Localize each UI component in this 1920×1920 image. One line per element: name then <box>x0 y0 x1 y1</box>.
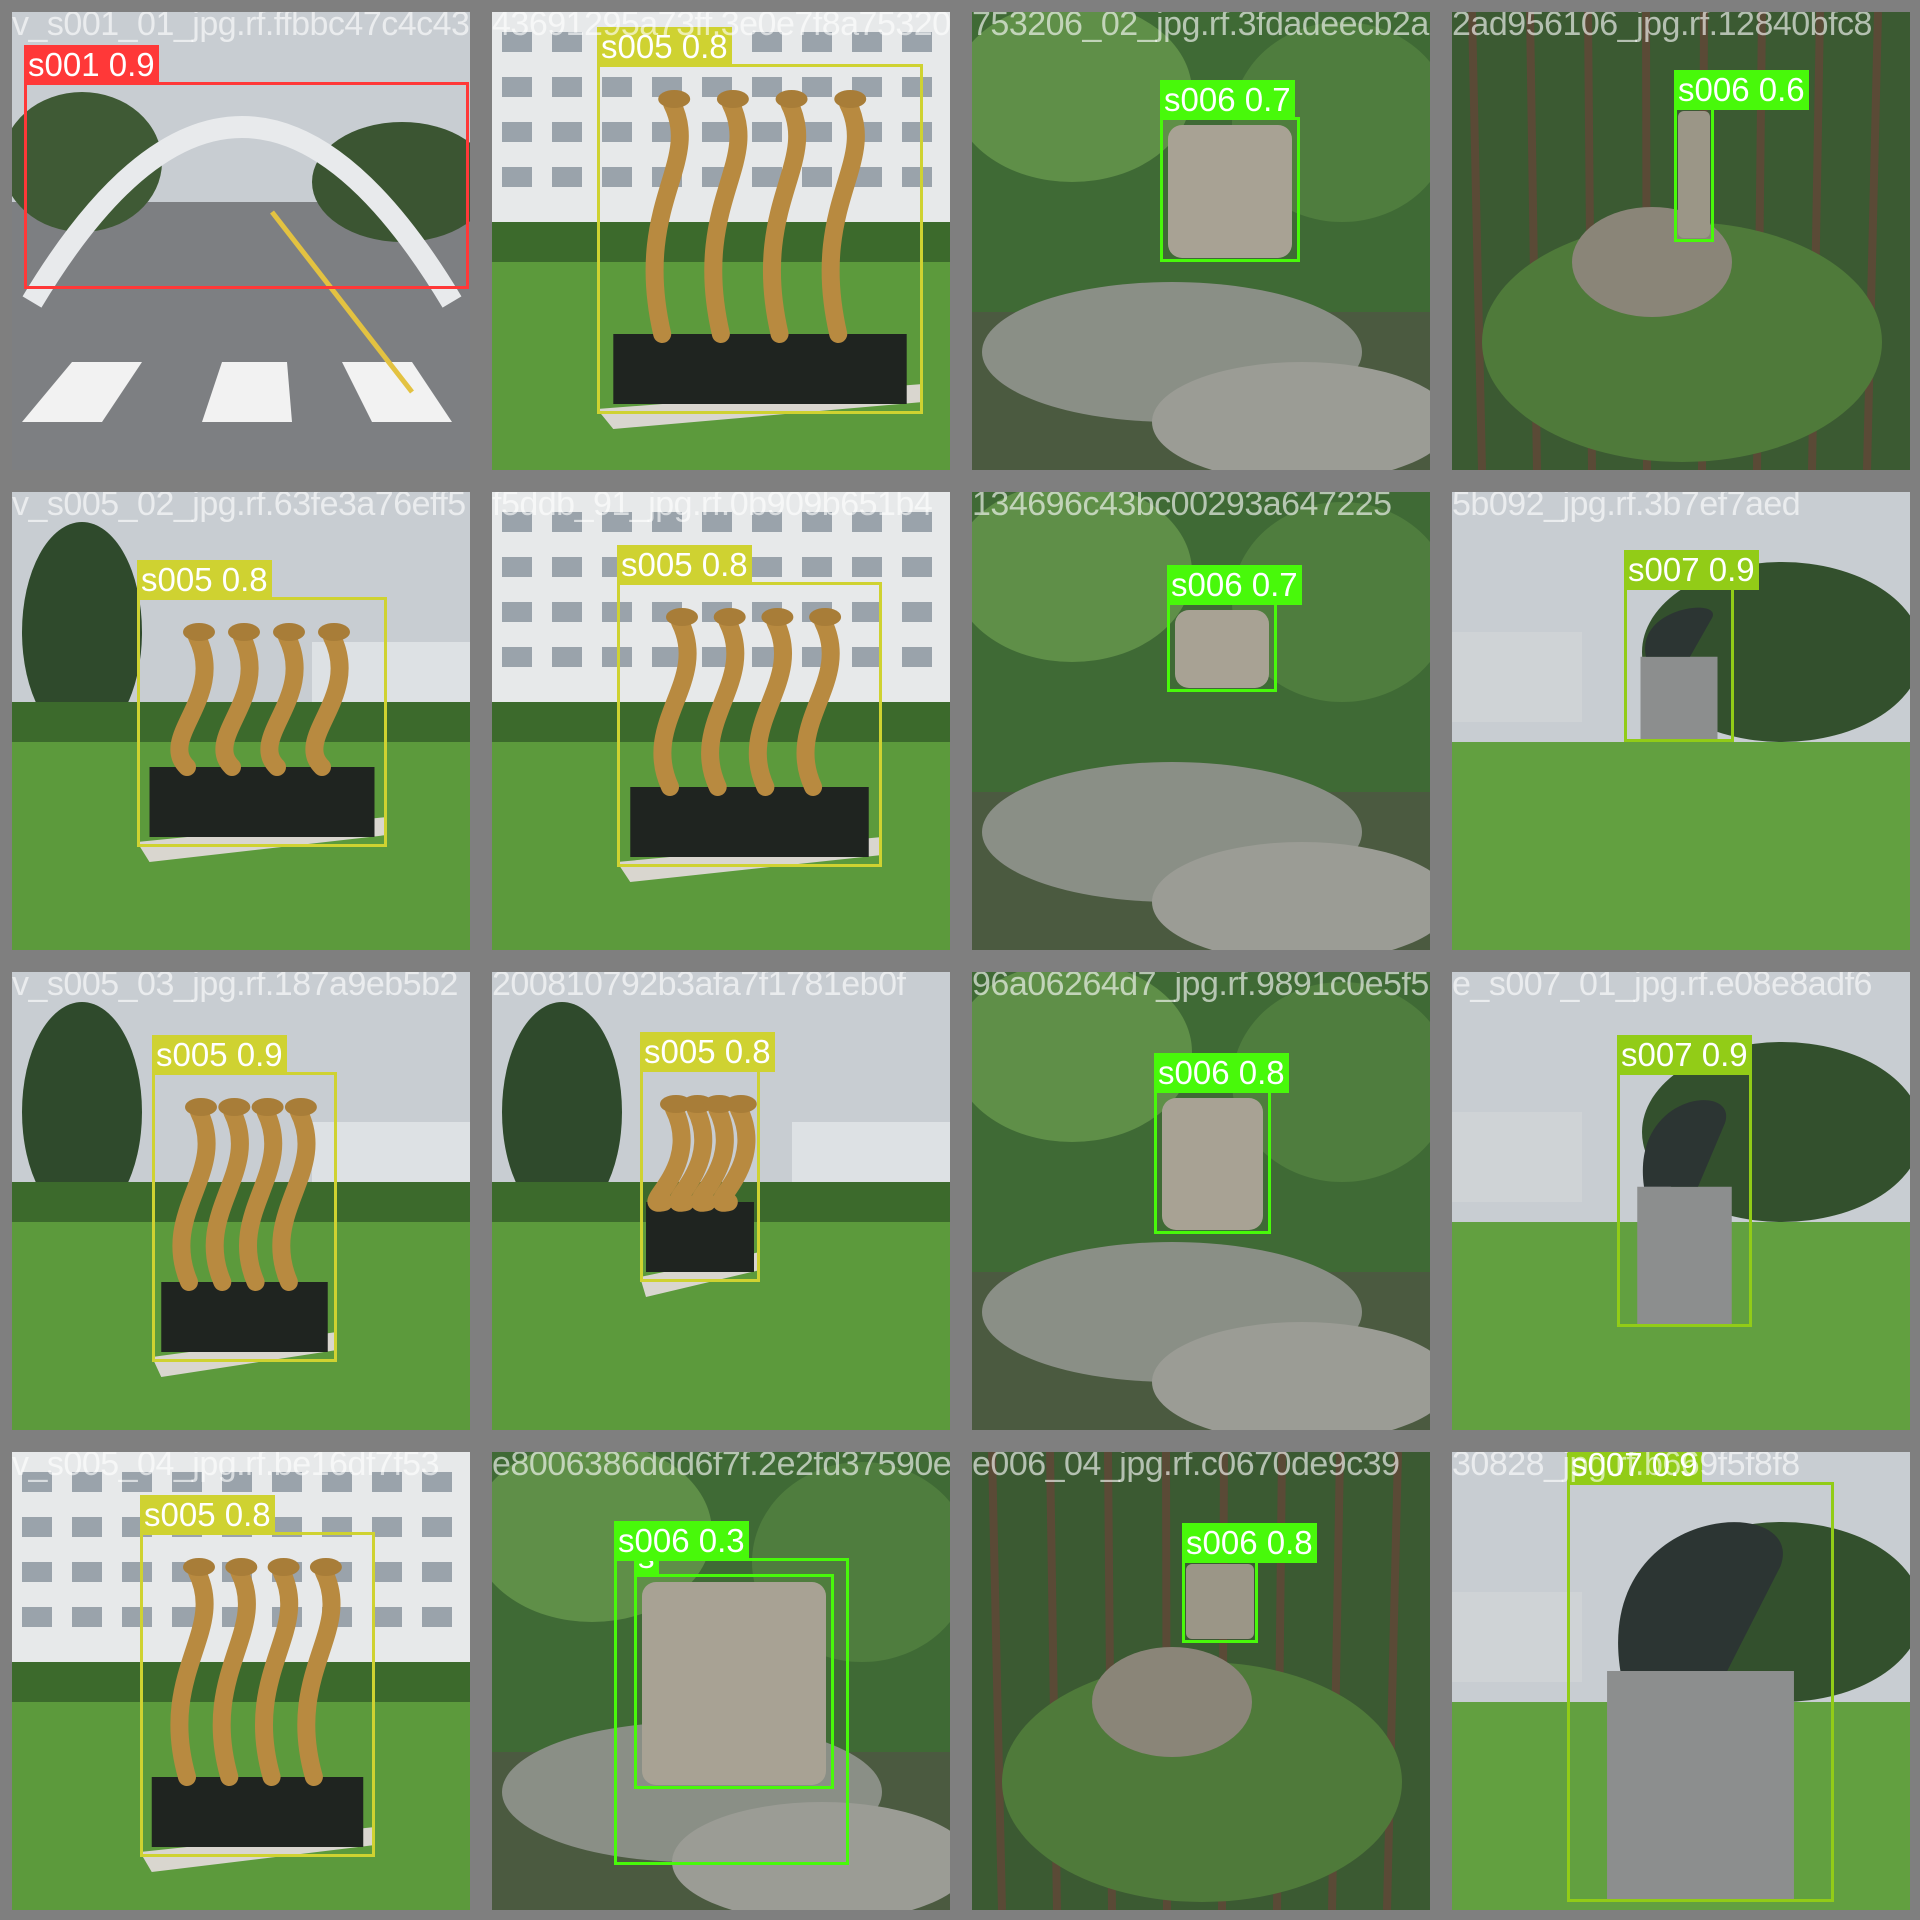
detection-box: s005 0.9 <box>152 1035 337 1362</box>
tile-photo <box>972 1452 1430 1910</box>
detection-label: s006 0.8 <box>1182 1523 1317 1563</box>
mosaic-tile: s005 0.9 v_s005_03_jpg.rf.187a9eb5b2 <box>12 972 470 1430</box>
detection-box: s005 0.8 <box>640 1032 775 1282</box>
detection-box: s006 0.8 <box>1182 1523 1317 1643</box>
detection-label: s006 0.7 <box>1167 565 1302 605</box>
detection-box: s005 0.8 <box>597 27 923 414</box>
detection-box: s006 0.7 <box>1160 80 1300 262</box>
detection-box: s006 0.3 <box>614 1521 849 1865</box>
tile-photo <box>12 12 470 470</box>
detection-box: s007 0.9 <box>1567 1452 1834 1902</box>
detection-box: s006 0.6 <box>1674 70 1809 242</box>
mosaic-tile: s006 0.6 2ad956106_jpg.rf.12840bfc8 <box>1452 12 1910 470</box>
detection-label: s007 0.9 <box>1567 1452 1702 1485</box>
detection-label: s006 0.6 <box>1674 70 1809 110</box>
mosaic-tile: s007 0.9 e_s007_01_jpg.rf.e08e8adf6 <box>1452 972 1910 1430</box>
mosaic-tile: s005 0.843691295a73ff.3e0e7f8a753206_02_… <box>492 12 950 470</box>
detection-label: s007 0.9 <box>1624 550 1759 590</box>
detection-box: s001 0.9 <box>24 45 469 289</box>
detection-label: s005 0.8 <box>140 1495 275 1535</box>
mosaic-tile: s005 0.8 f5ddb_91_jpg.rf.0b909b651b4 <box>492 492 950 950</box>
detection-box: s007 0.9 <box>1617 1035 1752 1327</box>
detection-label: s005 0.8 <box>597 27 732 67</box>
tile-photo <box>12 492 470 950</box>
tile-photo <box>492 492 950 950</box>
detection-label: s006 0.3 <box>614 1521 749 1561</box>
detection-box: s006 0.8 <box>1154 1053 1289 1234</box>
detection-label: s007 0.9 <box>1617 1035 1752 1075</box>
mosaic-tile: s005 0.8 v_s005_04_jpg.rf.be16df7f53 <box>12 1452 470 1910</box>
mosaic-tile: s001 0.9v_s001_01_jpg.rf.ffbbc47c4c43690… <box>12 12 470 470</box>
detection-label: s005 0.9 <box>152 1035 287 1075</box>
mosaic-tile: s007 0.9 5b092_jpg.rf.3b7ef7aed <box>1452 492 1910 950</box>
mosaic-tile: s006 0.7 753206_02_jpg.rf.3fdadeecb2ad9 <box>972 12 1430 470</box>
tile-photo <box>12 1452 470 1910</box>
detection-box: s005 0.8 <box>140 1495 375 1857</box>
mosaic-tile: s007 0.9 30828_jpg.rf.b669f5f8f8 <box>1452 1452 1910 1910</box>
detection-label: s006 0.7 <box>1160 80 1295 120</box>
detection-label: s005 0.8 <box>137 560 272 600</box>
detection-label: s001 0.9 <box>24 45 159 85</box>
detection-box: s005 0.8 <box>617 545 882 867</box>
tile-photo <box>972 972 1430 1430</box>
mosaic-tile: s006 0.8 e006_04_jpg.rf.c0670de9c39 <box>972 1452 1430 1910</box>
mosaic-tile: s005 0.8 v_s005_02_jpg.rf.63fe3a76eff5 <box>12 492 470 950</box>
mosaic-tile: s006 0.8 96a06264d7_jpg.rf.9891c0e5f5 <box>972 972 1430 1430</box>
detection-box: s005 0.8 <box>137 560 387 847</box>
detection-box: s007 0.9 <box>1624 550 1759 742</box>
detection-label: s005 0.8 <box>617 545 752 585</box>
mosaic-tile: s005 0.8 200810792b3afa7f1781eb0f <box>492 972 950 1430</box>
detection-label: s006 0.8 <box>1154 1053 1289 1093</box>
mosaic-tile: s006 0.7 134696c43bc00293a647225 <box>972 492 1430 950</box>
detection-label: s005 0.8 <box>640 1032 775 1072</box>
tile-photo <box>972 492 1430 950</box>
detection-box: s006 0.7 <box>1167 565 1302 692</box>
